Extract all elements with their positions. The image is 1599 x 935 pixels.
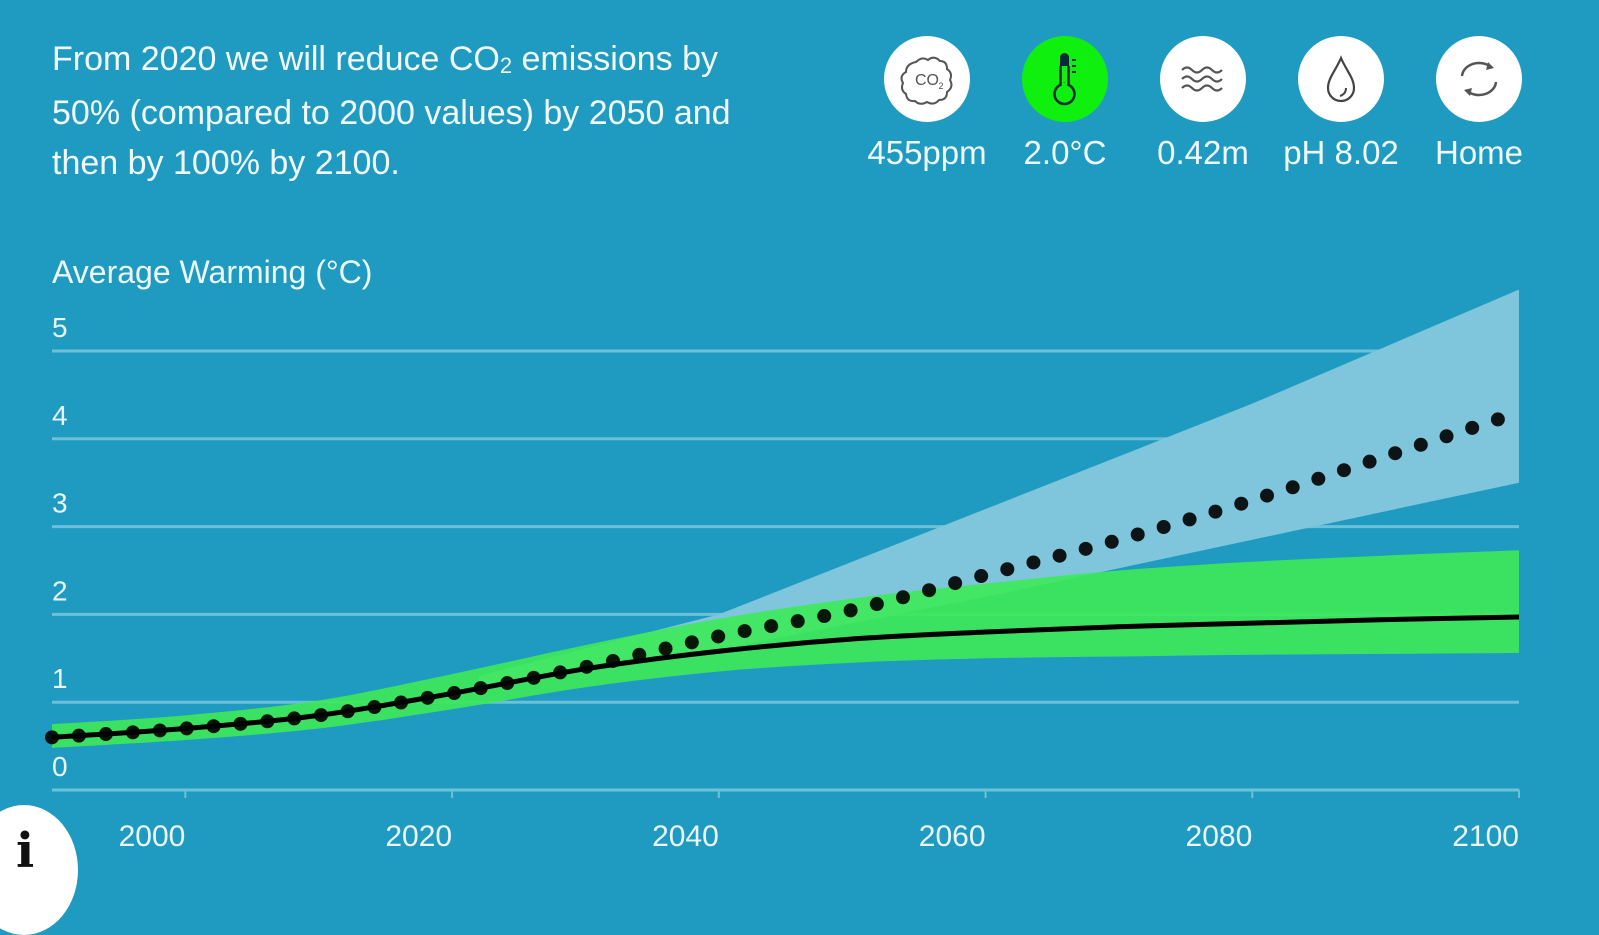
- x-tick-label: 2020: [385, 820, 452, 853]
- co2-value: 455ppm: [867, 134, 987, 171]
- thermometer-icon: [1053, 53, 1076, 106]
- sea-level-value: 0.42m: [1157, 134, 1249, 171]
- x-tick-label: 2080: [1186, 820, 1253, 853]
- y-tick-label: 0: [52, 751, 68, 782]
- info-icon: i: [16, 823, 35, 879]
- band-business-as-usual-range: [478, 290, 1519, 690]
- sea-level-waves-icon: [1181, 66, 1223, 92]
- indicator-temperature[interactable]: 2.0°C: [996, 36, 1134, 172]
- y-tick-label: 2: [52, 575, 68, 606]
- co2-button[interactable]: CO 2: [884, 36, 970, 122]
- scenario-description: From 2020 we will reduce CO2 emissions b…: [52, 34, 792, 188]
- series-business-as-usual: [45, 405, 1526, 745]
- ph-value: pH 8.02: [1283, 134, 1399, 171]
- indicator-sea-level[interactable]: 0.42m: [1134, 36, 1272, 172]
- svg-text:2: 2: [938, 81, 943, 91]
- y-tick-label: 4: [52, 400, 68, 431]
- water-drop-icon: [1326, 55, 1356, 103]
- temperature-button[interactable]: [1022, 36, 1108, 122]
- series-reduction-scenario: [51, 614, 1520, 740]
- home-label: Home: [1434, 134, 1524, 171]
- x-tick-label: 2060: [919, 820, 986, 853]
- series-lines: [45, 405, 1526, 745]
- uncertainty-bands: [52, 290, 1519, 748]
- co2-subscript: 2: [499, 53, 513, 78]
- home-button[interactable]: [1436, 36, 1522, 122]
- indicator-home[interactable]: Home: [1410, 36, 1548, 172]
- sea-level-button[interactable]: [1160, 36, 1246, 122]
- temperature-value: 2.0°C: [1023, 134, 1107, 171]
- scenario-text-part2: emissions by 50% (compared to 2000 value…: [52, 40, 731, 182]
- ph-button[interactable]: [1298, 36, 1384, 122]
- y-axis-title: Average Warming (°C): [52, 254, 373, 290]
- refresh-home-icon: [1460, 61, 1498, 97]
- co2-cloud-icon: CO 2: [900, 56, 953, 105]
- indicator-bar: CO 2 455ppm 2.0°C: [858, 36, 1548, 172]
- x-tick-label: 2040: [652, 820, 719, 853]
- x-tick-label: 2100: [1452, 820, 1519, 853]
- y-tick-label: 1: [52, 663, 68, 694]
- x-tick-label: 2000: [119, 820, 186, 853]
- indicator-ph[interactable]: pH 8.02: [1272, 36, 1410, 172]
- x-axis: 2000 2020 2040 2060 2080 2100: [52, 788, 1520, 853]
- svg-text:CO: CO: [915, 72, 939, 89]
- y-tick-labels: 0 1 2 3 4 5: [52, 312, 68, 782]
- y-tick-label: 3: [52, 488, 68, 519]
- y-tick-label: 5: [52, 312, 68, 343]
- warming-chart: 0 1 2 3 4 5 2000 2020 2040 2060 2080 2100: [45, 290, 1526, 853]
- indicator-co2[interactable]: CO 2 455ppm: [858, 36, 996, 172]
- scenario-text-part1: From 2020 we will reduce CO: [52, 40, 500, 78]
